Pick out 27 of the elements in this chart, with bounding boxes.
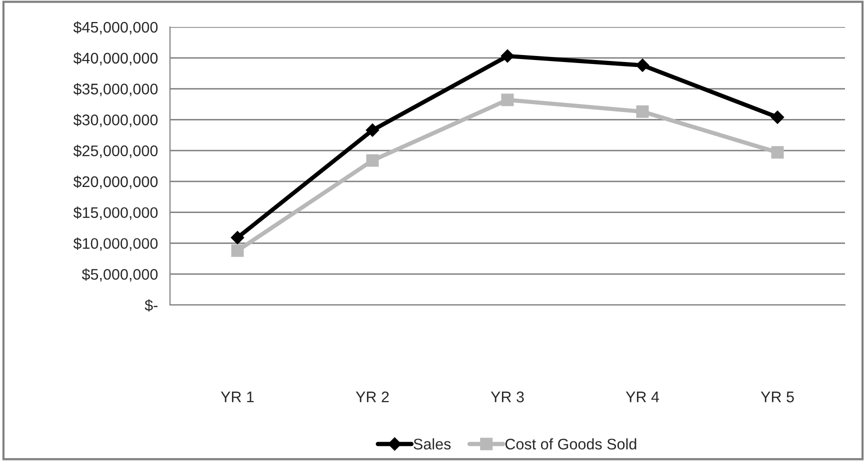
y-tick-label: $5,000,000 bbox=[82, 268, 158, 282]
y-tick-label: $45,000,000 bbox=[73, 21, 158, 34]
y-tick-label: $40,000,000 bbox=[73, 52, 158, 66]
x-tick-label: YR 1 bbox=[220, 392, 254, 402]
x-tick-label: YR 5 bbox=[760, 392, 794, 402]
point bbox=[366, 154, 379, 167]
y-tick-label: $25,000,000 bbox=[73, 144, 158, 158]
point bbox=[770, 110, 784, 124]
y-tick-label: $10,000,000 bbox=[73, 237, 158, 251]
y-tick-label: $- bbox=[144, 299, 158, 312]
y-tick-label: $15,000,000 bbox=[73, 206, 158, 220]
point bbox=[366, 124, 380, 137]
point bbox=[501, 94, 514, 106]
y-tick-label: $35,000,000 bbox=[73, 83, 158, 96]
point bbox=[636, 58, 650, 72]
legend-label: Cost of Goods Sold bbox=[505, 438, 636, 450]
point bbox=[500, 49, 514, 63]
y-tick-label: $20,000,000 bbox=[73, 176, 158, 189]
point bbox=[636, 105, 649, 118]
point bbox=[230, 231, 244, 244]
x-tick-label: YR 4 bbox=[626, 392, 660, 402]
x-tick-label: YR 3 bbox=[490, 392, 524, 402]
point bbox=[771, 146, 784, 159]
point bbox=[231, 244, 244, 257]
x-tick-label: YR 2 bbox=[356, 392, 389, 402]
legend-label: Sales bbox=[414, 438, 451, 450]
y-tick-label: $30,000,000 bbox=[73, 114, 158, 128]
